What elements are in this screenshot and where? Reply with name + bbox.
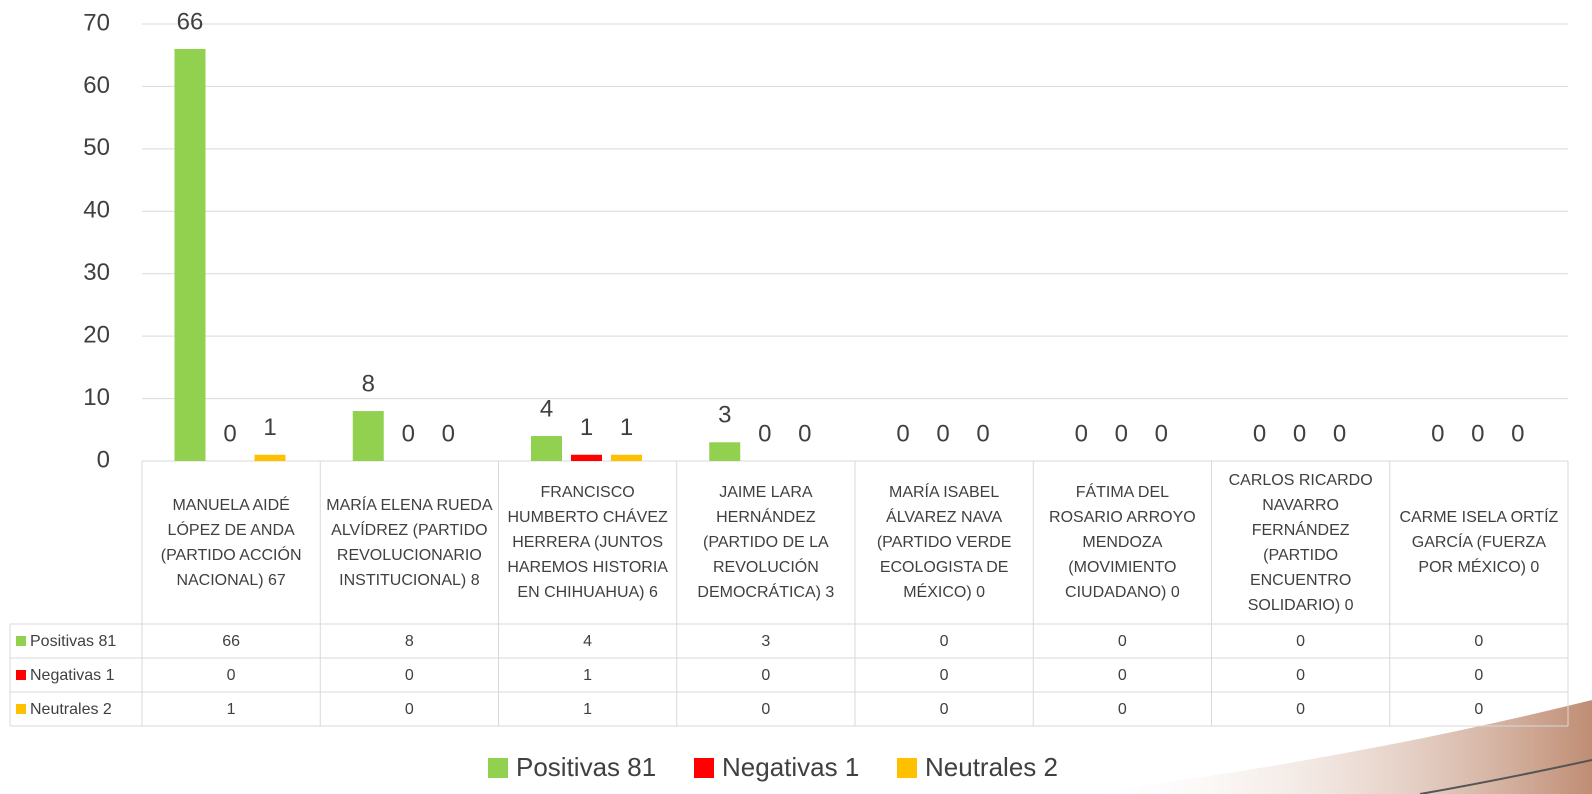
bar	[254, 454, 286, 461]
decor-line	[1419, 759, 1592, 794]
row-header: Negativas 1	[10, 658, 142, 692]
data-label: 0	[1155, 420, 1168, 447]
table-cell: 66	[222, 632, 241, 650]
table-cell: 0	[939, 700, 949, 718]
bar	[611, 454, 642, 461]
y-tick-label: 30	[83, 259, 110, 286]
row-header: Positivas 81	[10, 624, 142, 658]
table-cell: 0	[1474, 632, 1484, 650]
row-header-text: Positivas 81	[30, 632, 117, 650]
y-tick-label: 20	[83, 321, 110, 348]
decor-swoosh	[1080, 700, 1592, 794]
data-label: 4	[540, 395, 553, 422]
data-label: 1	[263, 414, 276, 441]
category-label: CARLOS RICARDO NAVARRO FERNÁNDEZ (PARTID…	[1228, 471, 1373, 614]
table-cell: 1	[226, 700, 236, 718]
y-tick-label: 0	[97, 446, 110, 473]
table-cell: 0	[1117, 700, 1127, 718]
table-cell: 0	[1296, 666, 1306, 684]
y-tick-label: 40	[83, 197, 110, 224]
table-cell: 0	[404, 666, 414, 684]
table-cell: 0	[1474, 666, 1484, 684]
legend-item: Positivas 81	[488, 752, 656, 783]
category-label: FÁTIMA DEL ROSARIO ARROYO MENDOZA (MOVIM…	[1049, 484, 1196, 601]
table-cell: 8	[404, 632, 414, 650]
row-header: Neutrales 2	[10, 692, 142, 726]
legend-key	[897, 757, 917, 778]
data-label: 0	[1511, 420, 1524, 447]
table-cell: 0	[404, 700, 414, 718]
data-label: 0	[442, 420, 455, 447]
table-cell: 1	[583, 700, 593, 718]
table-cell: 4	[583, 632, 593, 650]
legend-key	[16, 704, 26, 714]
y-tick-label: 70	[83, 9, 110, 36]
data-label: 8	[362, 370, 375, 397]
y-tick-label: 50	[83, 134, 110, 161]
data-label: 66	[177, 8, 204, 35]
data-label: 0	[402, 420, 415, 447]
data-label: 0	[936, 420, 949, 447]
data-label: 0	[1333, 420, 1346, 447]
data-label: 0	[1471, 420, 1484, 447]
data-label: 0	[1431, 420, 1444, 447]
data-label: 0	[1075, 420, 1088, 447]
data-label: 0	[1115, 420, 1128, 447]
bar	[174, 48, 206, 461]
y-tick-label: 10	[83, 384, 110, 411]
category-label: FRANCISCO HUMBERTO CHÁVEZ HERRERA (JUNTO…	[507, 484, 668, 601]
data-label: 0	[896, 420, 909, 447]
table-cell: 0	[761, 700, 771, 718]
legend-key	[16, 670, 26, 680]
category-label: MARÍA ISABEL ÁLVAREZ NAVA (PARTIDO VERDE…	[876, 484, 1012, 601]
table-cell: 0	[226, 666, 236, 684]
bar	[709, 442, 741, 461]
table-cell: 0	[1117, 666, 1127, 684]
data-label: 0	[758, 420, 771, 447]
data-label: 3	[718, 402, 731, 429]
category-label: JAIME LARA HERNÁNDEZ (PARTIDO DE LA REVO…	[697, 484, 835, 601]
category-label: MANUELA AIDÉ LÓPEZ DE ANDA (PARTIDO ACCI…	[160, 496, 302, 589]
table-cell: 1	[583, 666, 593, 684]
legend-label: Negativas 1	[722, 752, 860, 782]
data-label: 0	[223, 420, 236, 447]
legend-key	[694, 757, 714, 778]
data-label: 0	[798, 420, 811, 447]
legend-key	[488, 757, 508, 778]
table-cell: 0	[761, 666, 771, 684]
table-cell: 0	[1296, 700, 1306, 718]
row-header-text: Neutrales 2	[30, 700, 112, 718]
data-label: 0	[1253, 420, 1266, 447]
y-tick-label: 60	[83, 72, 110, 99]
table-cell: 0	[1474, 700, 1484, 718]
legend-label: Neutrales 2	[925, 752, 1058, 782]
table-cell: 3	[761, 632, 771, 650]
data-label: 1	[620, 414, 633, 441]
category-label: MARÍA ELENA RUEDA ALVÍDREZ (PARTIDO REVO…	[326, 496, 493, 589]
data-label: 0	[1293, 420, 1306, 447]
data-label: 1	[580, 414, 593, 441]
bar	[352, 411, 384, 461]
data-label: 0	[976, 420, 989, 447]
table-cell: 0	[1296, 632, 1306, 650]
legend-item: Neutrales 2	[897, 752, 1058, 783]
category-label: CARME ISELA ORTÍZ GARCÍA (FUERZA POR MÉX…	[1399, 509, 1559, 576]
bar	[531, 436, 562, 461]
legend-item: Negativas 1	[694, 752, 859, 783]
table-cell: 0	[939, 666, 949, 684]
table-cell: 0	[939, 632, 949, 650]
bar	[571, 454, 602, 461]
legend-label: Positivas 81	[516, 752, 657, 782]
table-cell: 0	[1117, 632, 1127, 650]
row-header-text: Negativas 1	[30, 666, 115, 684]
legend-key	[16, 636, 26, 646]
